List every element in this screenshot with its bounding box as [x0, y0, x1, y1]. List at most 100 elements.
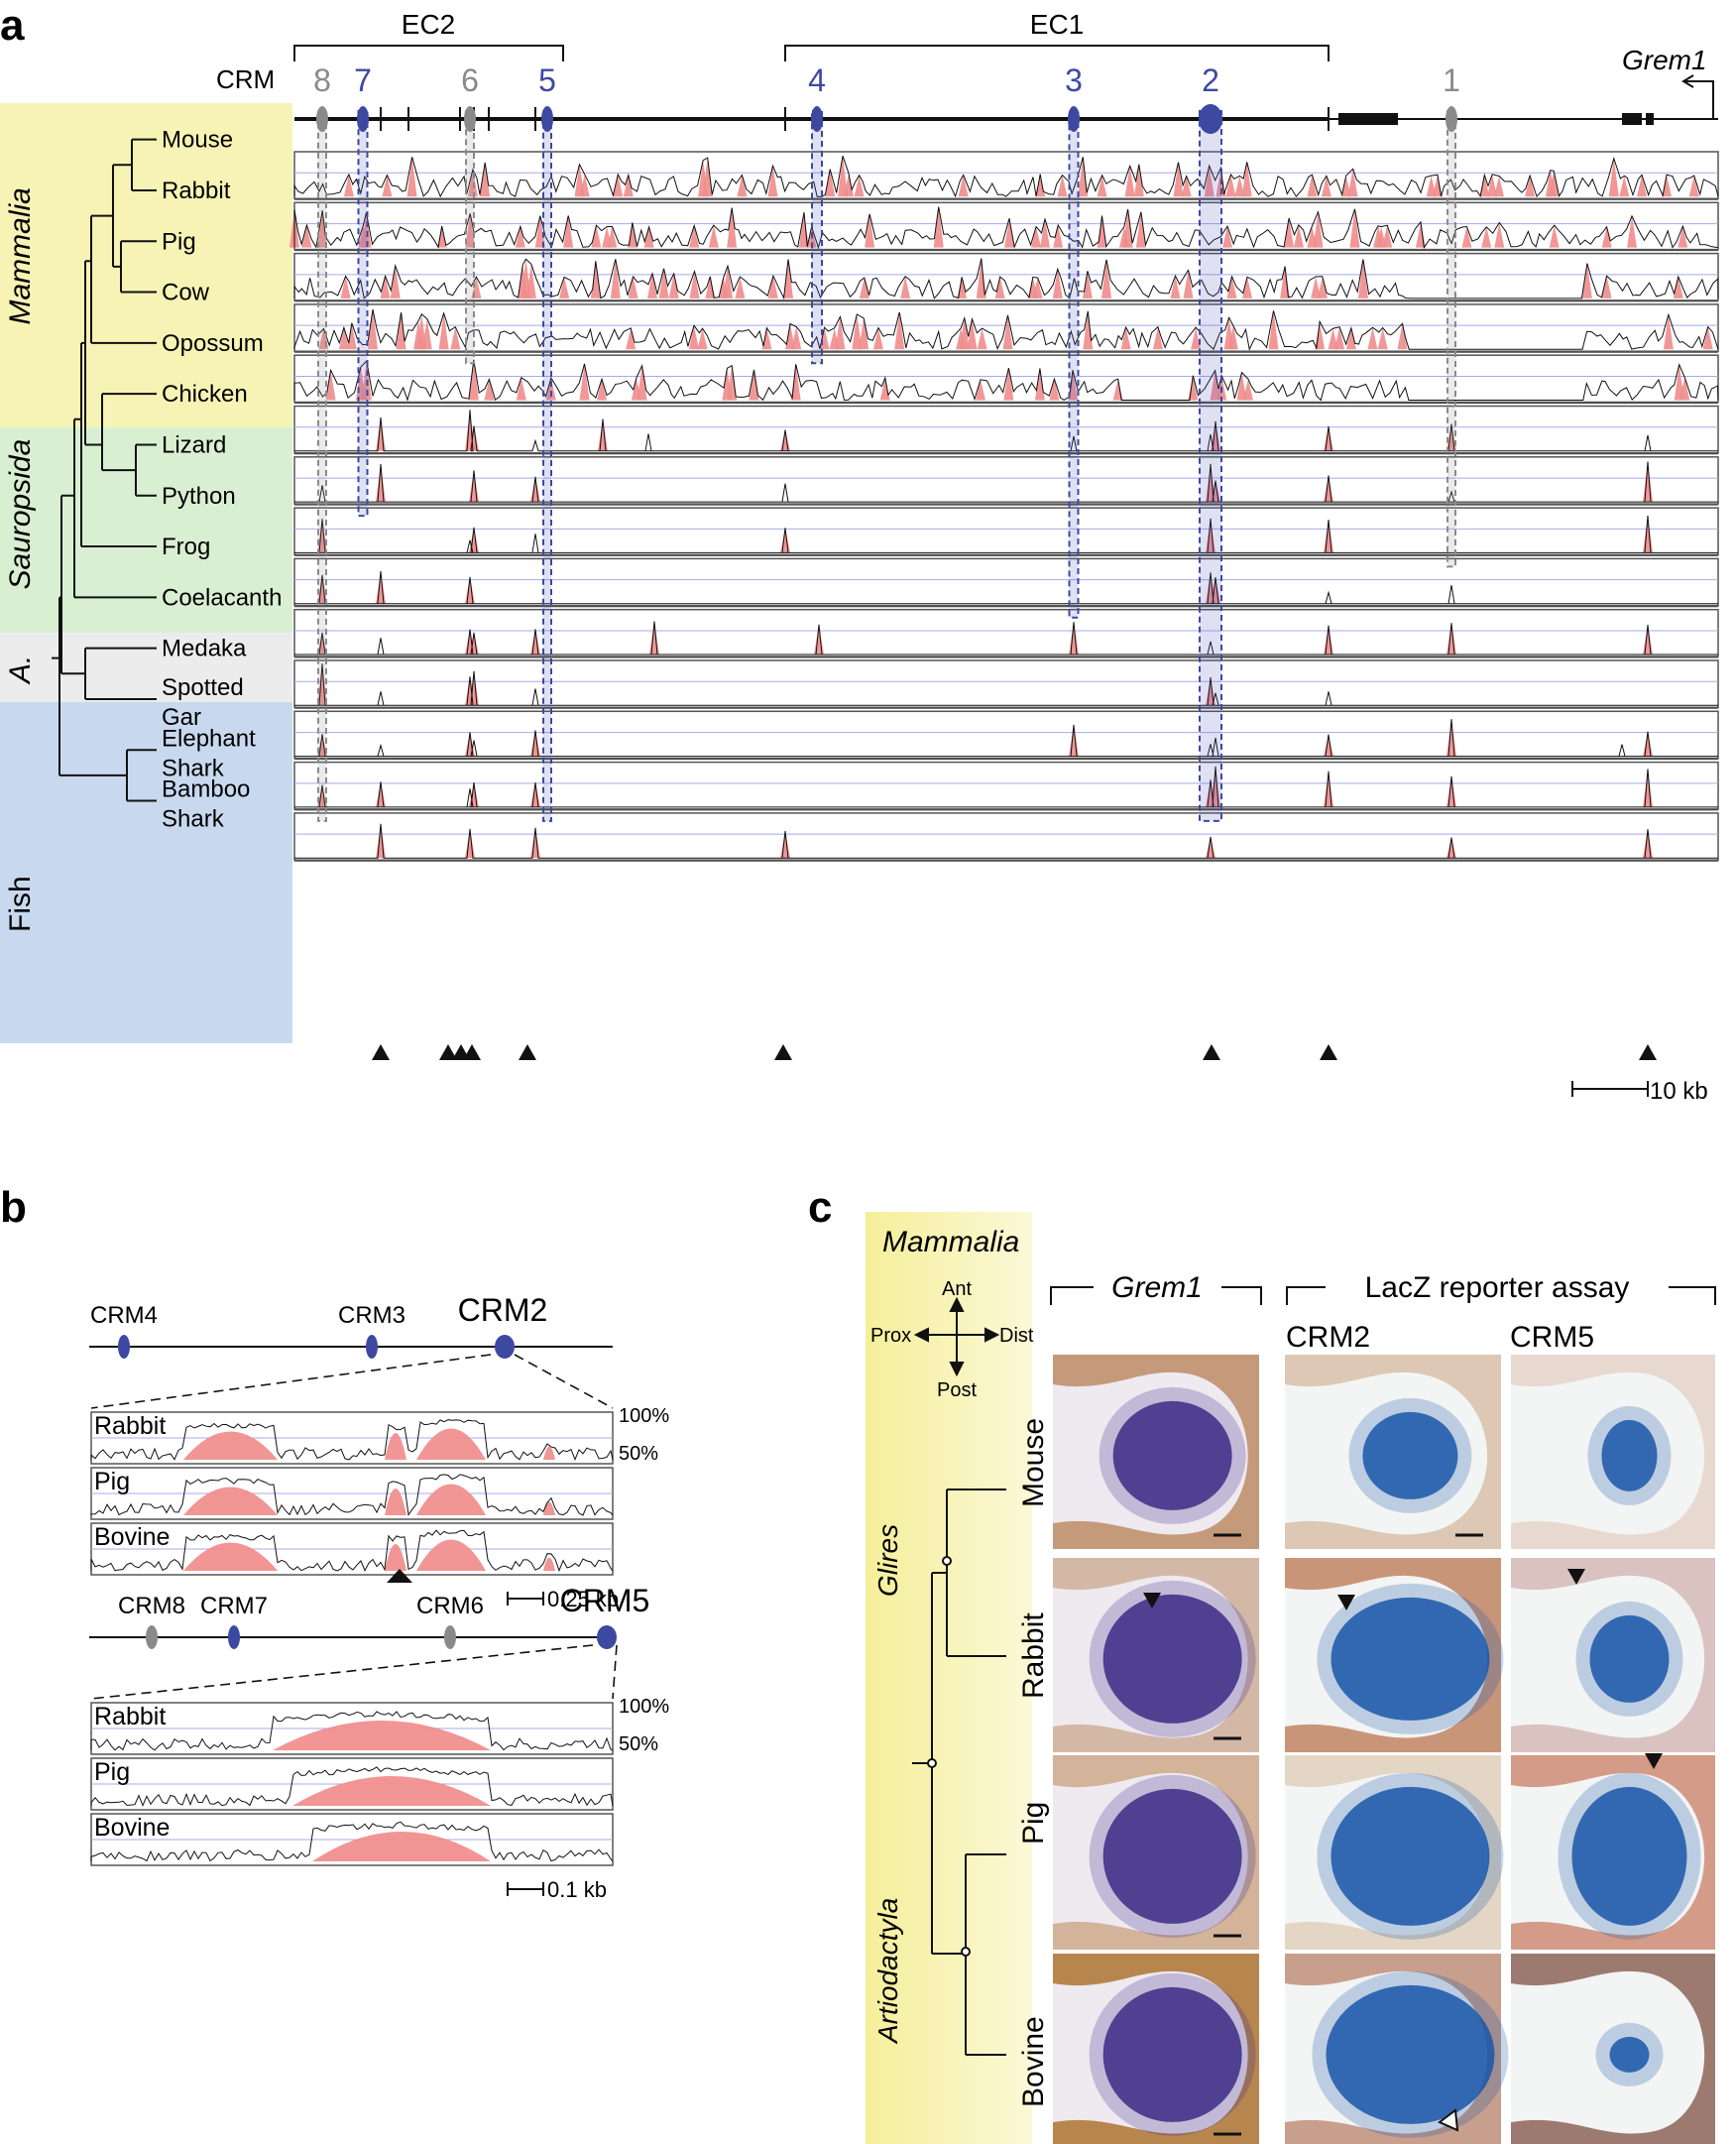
- mini-profile: [90, 1529, 614, 1573]
- conserved-peak: [1334, 326, 1345, 350]
- conserved-peak: [958, 175, 969, 197]
- conserved-peak: [579, 363, 590, 401]
- ec1-label: EC1: [1030, 9, 1084, 40]
- mammalia-band: [866, 1212, 1032, 2144]
- mini-crm-label: CRM6: [416, 1593, 484, 1619]
- conserved-peak: [702, 158, 713, 197]
- species-name: Pig: [162, 228, 196, 255]
- clade-band: [0, 427, 292, 633]
- crm-number: 3: [1065, 62, 1083, 98]
- conserved-peak: [783, 259, 794, 298]
- mini-conserved-peak: [416, 1539, 486, 1571]
- expression-domain: [1112, 1400, 1232, 1510]
- mini-scale-label: 0.25 kb: [547, 1587, 619, 1611]
- crm-row-label: CRM: [216, 64, 275, 94]
- triangle-marker-icon: [372, 1044, 390, 1060]
- conservation-profile: [293, 258, 1719, 300]
- crm-oval-icon: [1068, 106, 1080, 132]
- conserved-peak: [646, 273, 657, 298]
- axis-dist: Dist: [999, 1325, 1034, 1347]
- arrowhead-icon: [1337, 1595, 1355, 1610]
- crm-number: 5: [538, 62, 556, 98]
- conserved-peak: [1487, 174, 1498, 197]
- conserved-peak: [1426, 176, 1437, 197]
- conservation-profile: [294, 719, 1718, 758]
- conserved-peak: [1293, 224, 1304, 248]
- track-frame: [293, 252, 1719, 301]
- conserved-peak: [343, 174, 354, 197]
- conserved-peak: [382, 175, 393, 197]
- conserved-peak: [525, 264, 536, 298]
- conserved-peak: [1328, 328, 1338, 350]
- crm-highlight-box: [1199, 110, 1222, 822]
- conserved-peak: [879, 377, 890, 401]
- mini-conserved-peak: [416, 1484, 486, 1515]
- mini-conserved-peak: [292, 1776, 491, 1806]
- conserved-peak: [591, 225, 602, 248]
- conserved-peak: [959, 317, 970, 350]
- conserved-peak: [1234, 176, 1245, 197]
- conserved-peak: [838, 156, 849, 197]
- mini-profile: [90, 1419, 614, 1462]
- pct-mid: 50%: [619, 1733, 658, 1755]
- crm-highlight-box: [465, 110, 475, 365]
- conserved-peak: [610, 259, 621, 298]
- col-crm5: CRM5: [1510, 1321, 1594, 1354]
- expression-domain: [1571, 1786, 1687, 1926]
- tree-branch: [101, 393, 157, 472]
- conserved-peak: [467, 170, 478, 197]
- clade-label: A.: [4, 655, 37, 685]
- mini-conserved-peak: [385, 1544, 406, 1571]
- conserved-peak: [1152, 326, 1163, 350]
- mini-crm-label: CRM7: [200, 1593, 268, 1619]
- conservation-profile: [294, 410, 1718, 452]
- conserved-peak: [1481, 226, 1492, 248]
- track-frame: [293, 761, 1719, 810]
- crm-highlight-box: [811, 110, 823, 365]
- crm-oval-icon: [541, 106, 553, 132]
- expression-domain: [1326, 1984, 1495, 2124]
- conserved-peak: [1678, 226, 1688, 248]
- triangle-marker-icon: [774, 1044, 792, 1060]
- conserved-peak: [723, 266, 734, 298]
- exon: [1338, 113, 1398, 125]
- conserved-peak: [844, 173, 855, 197]
- tree-branch: [90, 214, 157, 344]
- panel-b: CRM4 CRM3 CRM2 Rabbit Pig Bovine 100% 50% 0.25 k…: [89, 1292, 669, 1902]
- phylogeny-tree-c: [912, 1489, 1006, 2056]
- track-frame: [293, 507, 1719, 556]
- exon: [1646, 113, 1654, 125]
- clade-label: Fish: [4, 876, 37, 932]
- mini-conserved-peak: [183, 1431, 278, 1460]
- mini-track-label: Pig: [94, 1758, 130, 1786]
- expression-domain: [1102, 1594, 1242, 1724]
- mini-conserved-peak: [385, 1433, 406, 1460]
- conserved-peak: [626, 327, 637, 350]
- conserved-peak: [1347, 169, 1358, 197]
- conserved-peak: [325, 370, 336, 401]
- conserved-peak: [1679, 377, 1690, 401]
- conserved-peak: [1311, 276, 1322, 298]
- panel-c-label: c: [808, 1183, 832, 1232]
- track-frame: [293, 557, 1719, 607]
- conserved-peak: [1307, 175, 1318, 197]
- triangle-marker-icon: [1320, 1044, 1337, 1060]
- pct-mid: 50%: [619, 1443, 658, 1465]
- conserved-peak: [1345, 327, 1356, 350]
- col-crm2: CRM2: [1286, 1321, 1370, 1354]
- mini-crm-oval-icon: [495, 1335, 515, 1359]
- row-label-mouse: Mouse: [1017, 1418, 1050, 1507]
- conserved-peak: [1221, 226, 1232, 248]
- conserved-peak: [1031, 226, 1042, 248]
- conserved-peak: [1663, 314, 1674, 350]
- conserved-peak: [1241, 162, 1252, 197]
- conserved-peak: [346, 322, 357, 350]
- conserved-peak: [1170, 276, 1181, 298]
- panel-b-label: b: [0, 1183, 27, 1232]
- conserved-peak: [1313, 211, 1324, 248]
- mini-crm-oval-icon: [146, 1625, 158, 1649]
- triangle-marker-icon: [1639, 1044, 1657, 1060]
- crm-highlight-box: [357, 110, 369, 518]
- conserved-peak: [1601, 276, 1612, 298]
